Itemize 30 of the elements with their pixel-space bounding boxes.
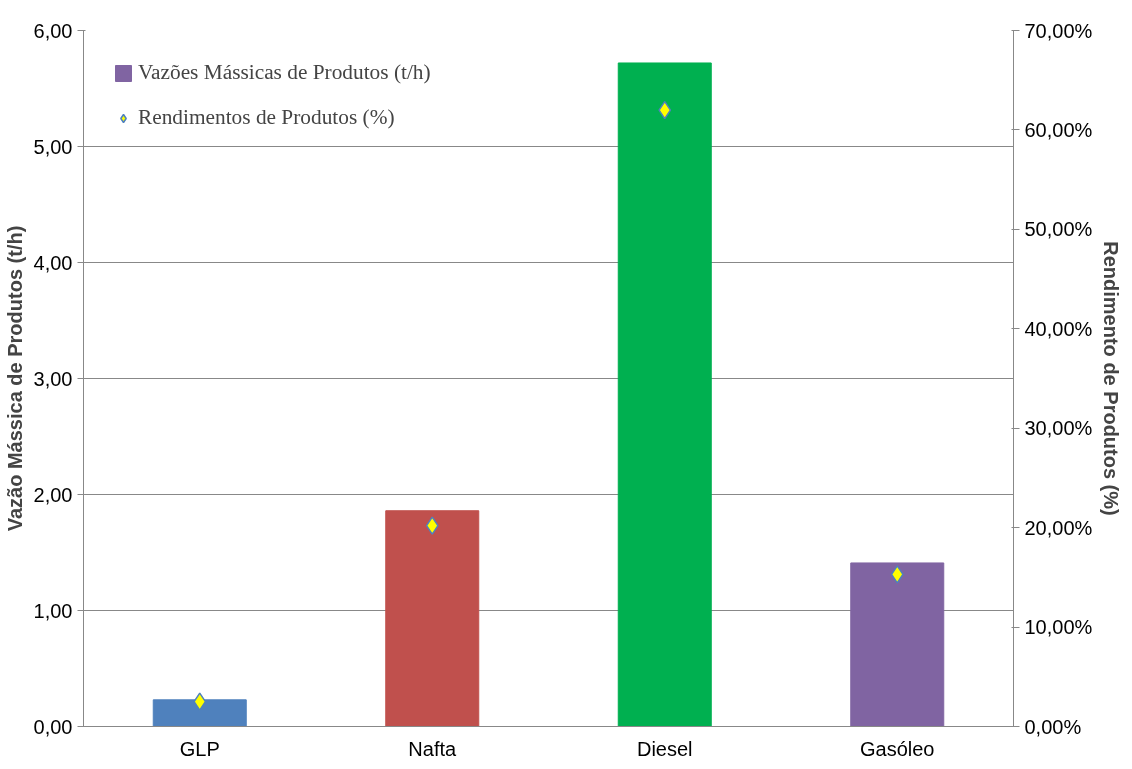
y2-tick-label: 40,00%: [1024, 317, 1093, 340]
y2-tick-label: 60,00%: [1024, 118, 1093, 141]
legend-label: Vazões Mássicas de Produtos (t/h): [138, 60, 431, 85]
y2-tick-label: 20,00%: [1024, 516, 1093, 539]
y2-tick-label: 70,00%: [1024, 19, 1093, 42]
y-tick-label: 2,00: [33, 483, 73, 506]
y-tick-label: 0,00: [33, 715, 73, 738]
point: [890, 565, 904, 584]
y-tick-label: 5,00: [33, 135, 73, 158]
x-tick-label: Diesel: [636, 737, 693, 760]
bar: [617, 62, 712, 727]
bar: [850, 562, 945, 727]
y-axis-title: Vazão Mássica de Produtos (t/h): [3, 225, 26, 532]
bar: [385, 510, 480, 727]
y-tick-label: 6,00: [33, 19, 73, 42]
y2-axis-title: Rendimento de Produtos (%): [1100, 241, 1123, 516]
x-tick-label: Gasóleo: [860, 737, 935, 760]
point: [425, 516, 439, 535]
x-tick-label: GLP: [179, 737, 220, 760]
y2-tick-label: 10,00%: [1024, 616, 1093, 639]
y2-tick-label: 0,00%: [1024, 715, 1082, 738]
y-tick-label: 3,00: [33, 367, 73, 390]
legend-label: Rendimentos de Produtos (%): [138, 105, 395, 130]
x-tick-label: Nafta: [408, 737, 458, 760]
y2-tick-label: 50,00%: [1024, 218, 1093, 241]
point: [193, 692, 207, 711]
y-tick-label: 4,00: [33, 251, 73, 274]
y2-tick-label: 30,00%: [1024, 417, 1093, 440]
point: [658, 100, 672, 120]
y-tick-label: 1,00: [33, 599, 73, 622]
